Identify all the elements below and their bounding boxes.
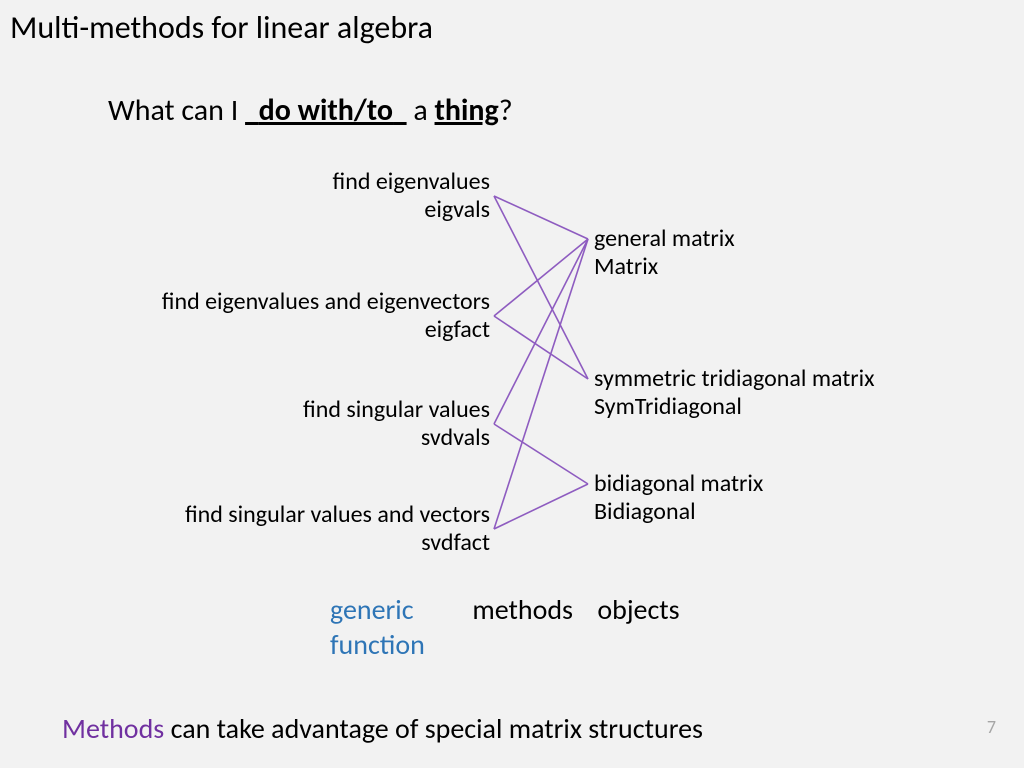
right-node-sub: Matrix [594, 253, 735, 281]
bottom-labels: genericfunction methods objects [330, 592, 680, 662]
slide-title: Multi-methods for linear algebra [10, 8, 433, 47]
question-mid: a [407, 92, 435, 129]
edge [494, 196, 588, 379]
left-node-sub: eigvals [333, 196, 490, 224]
question-pad2 [393, 92, 407, 129]
page-number: 7 [987, 716, 996, 738]
footer-line: Methods can take advantage of special ma… [62, 711, 703, 746]
right-node-sub: Bidiagonal [594, 498, 763, 526]
left-node-0: find eigenvalueseigvals [333, 168, 490, 223]
question-suffix: ? [499, 92, 513, 129]
label-generic-function: genericfunction [330, 592, 440, 662]
left-node-label: find eigenvalues [333, 167, 490, 196]
question-noun: thing [435, 92, 499, 129]
right-node-1: symmetric tridiagonal matrixSymTridiagon… [594, 365, 875, 420]
right-node-2: bidiagonal matrixBidiagonal [594, 470, 763, 525]
left-node-label: find singular values and vectors [185, 500, 490, 529]
left-node-sub: svdvals [303, 424, 490, 452]
left-node-sub: svdfact [185, 529, 490, 557]
question-prefix: What can I [108, 92, 245, 129]
edge [494, 484, 588, 529]
edge [494, 239, 588, 529]
label-objects: objects [597, 592, 679, 627]
left-node-3: find singular values and vectorssvdfact [185, 501, 490, 556]
left-node-2: find singular valuessvdvals [303, 396, 490, 451]
label-methods: methods [472, 592, 573, 627]
right-node-sub: SymTridiagonal [594, 393, 875, 421]
question-pad [245, 92, 259, 129]
right-node-label: bidiagonal matrix [594, 469, 763, 498]
footer-methods-word: Methods [62, 711, 164, 746]
edge [494, 239, 588, 316]
question-verb: do with/to [259, 92, 393, 129]
edge [494, 196, 588, 239]
right-node-label: symmetric tridiagonal matrix [594, 364, 875, 393]
question-line: What can I do with/to a thing? [108, 92, 513, 129]
left-node-sub: eigfact [162, 316, 490, 344]
left-node-1: find eigenvalues and eigenvectorseigfact [162, 288, 490, 343]
right-node-0: general matrixMatrix [594, 225, 735, 280]
right-node-label: general matrix [594, 224, 735, 253]
left-node-label: find singular values [303, 395, 490, 424]
edge [494, 316, 588, 379]
edge [494, 239, 588, 424]
edge [494, 424, 588, 484]
left-node-label: find eigenvalues and eigenvectors [162, 287, 490, 316]
footer-rest: can take advantage of special matrix str… [164, 711, 703, 746]
